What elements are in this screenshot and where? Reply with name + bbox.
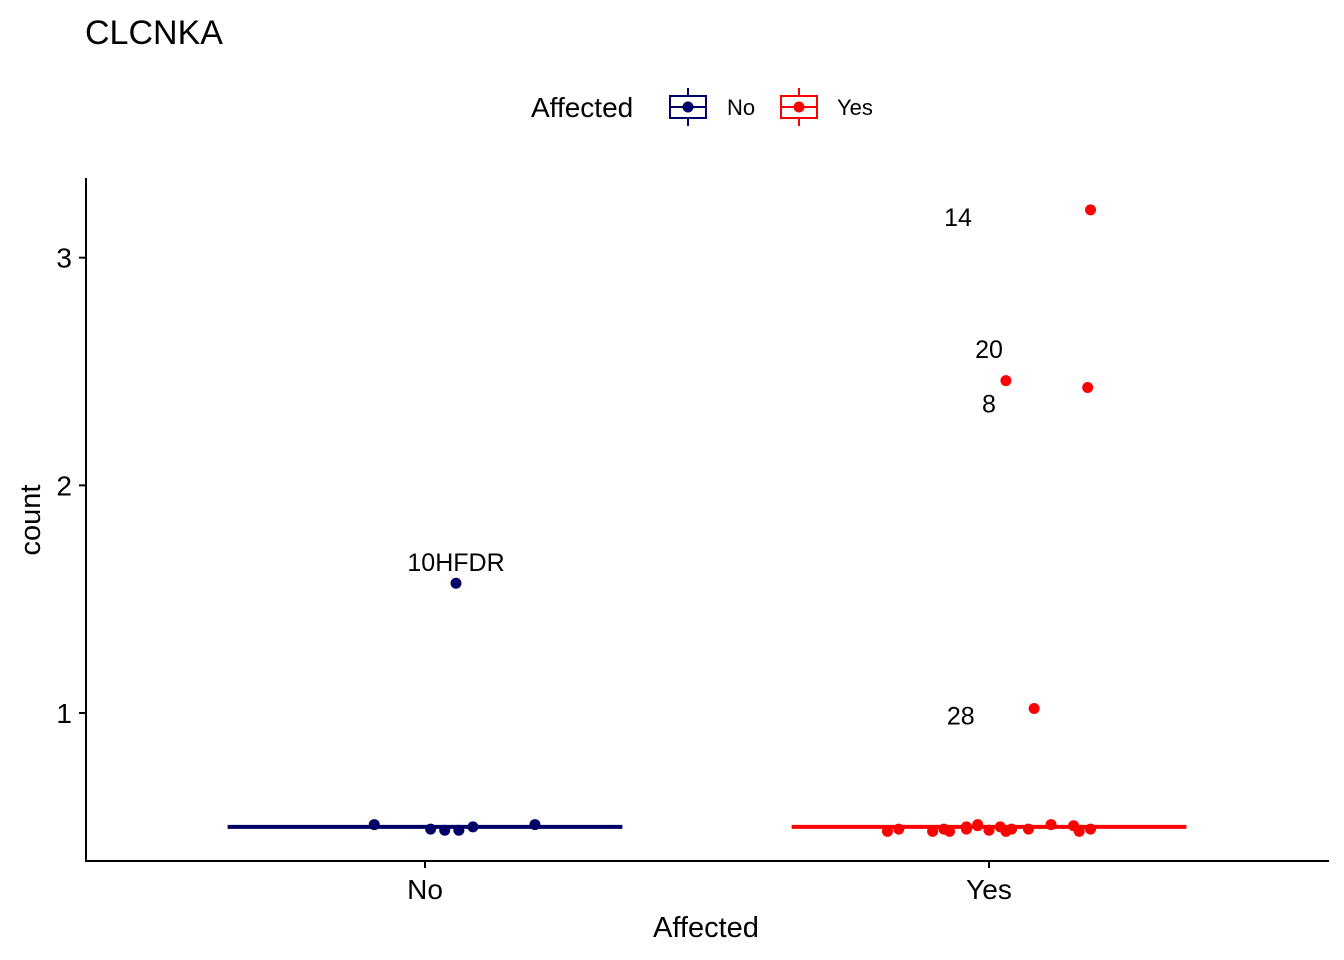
data-point: [1028, 702, 1040, 714]
data-point: [881, 825, 893, 837]
legend-key-point: [682, 101, 694, 113]
data-point: [1045, 819, 1057, 831]
x-axis-title: Affected: [653, 912, 759, 944]
legend-title: Affected: [531, 92, 633, 123]
data-point: [439, 824, 451, 836]
data-point: [1082, 381, 1094, 393]
data-point: [368, 819, 380, 831]
chart-title: CLCNKA: [85, 14, 223, 52]
data-point: [1000, 375, 1012, 387]
data-point: [983, 824, 995, 836]
point-label: 14: [944, 204, 972, 232]
data-point: [927, 825, 939, 837]
plot-area: 10HFDR 14 20 8 28: [227, 204, 1187, 837]
data-point: [1006, 823, 1018, 835]
data-point: [467, 821, 479, 833]
data-point: [944, 825, 956, 837]
data-point: [529, 819, 541, 831]
point-label: 28: [947, 702, 975, 730]
y-tick-label: 2: [56, 470, 72, 501]
data-point: [453, 824, 465, 836]
point-label: 8: [982, 390, 996, 418]
data-point: [1022, 823, 1034, 835]
y-tick-label: 1: [56, 698, 72, 729]
point-label: 10HFDR: [407, 549, 504, 577]
data-point: [1085, 823, 1097, 835]
legend-label-no: No: [727, 95, 755, 120]
data-point: [425, 823, 437, 835]
legend-label-yes: Yes: [837, 95, 873, 120]
x-axis: No Yes: [407, 861, 1012, 905]
y-tick-label: 3: [56, 243, 72, 274]
data-point: [972, 819, 984, 831]
legend: Affected No Yes: [531, 88, 873, 126]
data-point: [960, 823, 972, 835]
x-tick-label: No: [407, 874, 443, 905]
legend-key-point: [793, 101, 805, 113]
x-tick-label: Yes: [966, 874, 1012, 905]
point-label: 20: [975, 336, 1003, 364]
y-axis: 1 2 3: [56, 243, 86, 729]
data-point: [1073, 825, 1085, 837]
data-point: [1085, 204, 1097, 216]
y-axis-title: count: [15, 485, 47, 556]
data-point: [893, 823, 905, 835]
data-point: [450, 577, 462, 589]
